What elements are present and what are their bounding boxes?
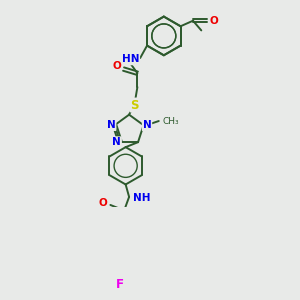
- Text: N: N: [112, 137, 121, 147]
- Text: O: O: [98, 198, 107, 208]
- Text: S: S: [130, 98, 139, 112]
- Text: NH: NH: [133, 193, 150, 203]
- Text: O: O: [209, 16, 218, 26]
- Text: CH₃: CH₃: [162, 116, 179, 125]
- Text: F: F: [116, 278, 124, 291]
- Text: HN: HN: [122, 54, 139, 64]
- Text: N: N: [142, 120, 152, 130]
- Text: O: O: [112, 61, 121, 71]
- Text: N: N: [107, 120, 116, 130]
